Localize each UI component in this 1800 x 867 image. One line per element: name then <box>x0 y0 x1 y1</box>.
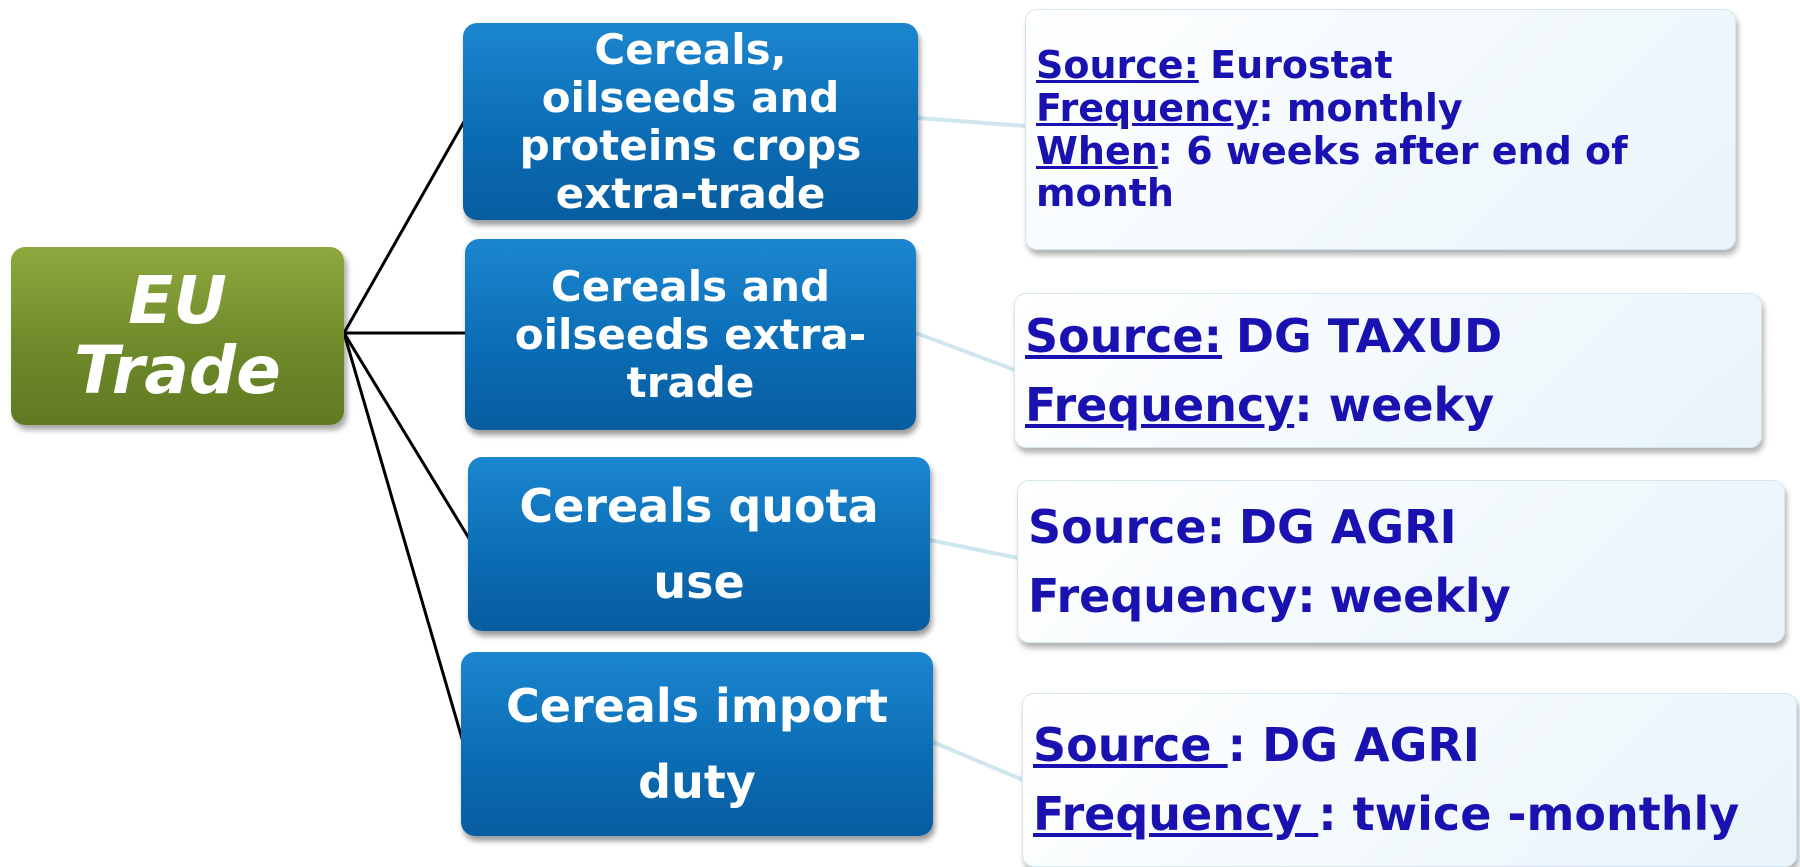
detail-key: Frequency <box>1025 377 1295 432</box>
connector <box>342 332 465 743</box>
connector <box>932 740 1024 782</box>
detail-value: : DG AGRI <box>1227 718 1480 772</box>
detail-value: : twice -monthly <box>1318 787 1740 841</box>
detail-line: Frequency: weeky <box>1025 371 1761 440</box>
detail-line: Frequency : twice -monthly <box>1033 780 1796 849</box>
detail-value: : monthly <box>1258 85 1463 130</box>
detail-line: Frequency: weekly <box>1028 562 1784 631</box>
root-node: EU Trade <box>11 247 344 425</box>
detail-line: Frequency: monthly <box>1036 87 1735 130</box>
detail-key: Frequency: <box>1028 568 1316 623</box>
detail-value: Eurostat <box>1210 43 1393 88</box>
connector <box>915 331 1016 372</box>
detail-key: When <box>1036 128 1158 173</box>
connector <box>342 119 467 334</box>
detail-key: Source: <box>1025 308 1223 363</box>
detail-key: Source: <box>1028 499 1226 554</box>
info-box: Source : DG AGRI Frequency : twice -month… <box>1022 693 1797 867</box>
detail-line: Source : DG AGRI <box>1033 711 1796 780</box>
detail-value: DG AGRI <box>1238 499 1457 554</box>
branch-node: Cereals quota use <box>468 457 930 631</box>
connector <box>917 116 1027 128</box>
detail-value: DG TAXUD <box>1235 308 1503 363</box>
detail-line: Source: DG TAXUD <box>1025 302 1761 371</box>
branch-node: Cereals, oilseeds and proteins crops ext… <box>463 23 918 220</box>
detail-value: weekly <box>1329 568 1511 623</box>
info-box: Source: DG AGRI Frequency: weekly <box>1017 480 1785 643</box>
detail-line: Source: DG AGRI <box>1028 493 1784 562</box>
info-box: Source: Eurostat Frequency: monthly When: 6… <box>1025 9 1736 250</box>
detail-key: Source: <box>1036 43 1199 88</box>
detail-value: : 6 weeks after end of month <box>1036 128 1628 216</box>
detail-key: Frequency <box>1036 85 1259 130</box>
detail-line: When: 6 weeks after end of month <box>1036 128 1735 216</box>
branch-node: Cereals import duty <box>461 652 933 836</box>
detail-value: : weeky <box>1294 377 1495 432</box>
branch-node: Cereals and oilseeds extra-trade <box>465 239 916 430</box>
info-box: Source: DG TAXUD Frequency: weeky <box>1014 293 1762 448</box>
connector <box>342 332 472 541</box>
detail-line: Source: Eurostat <box>1036 44 1735 87</box>
connector <box>929 538 1019 560</box>
detail-key: Frequency <box>1033 787 1319 841</box>
detail-key: Source <box>1033 718 1228 772</box>
